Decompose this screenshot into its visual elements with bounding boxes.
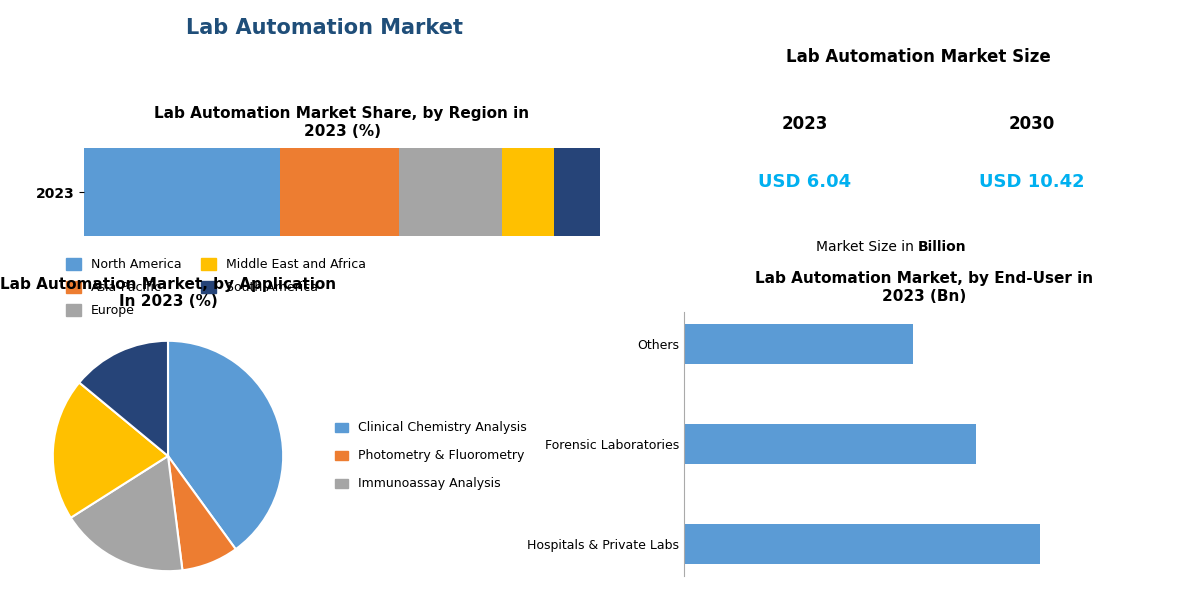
Wedge shape [168, 341, 283, 549]
Bar [502, 148, 553, 236]
Bar [280, 148, 398, 236]
Bar [684, 424, 976, 464]
Legend: Clinical Chemistry Analysis, Photometry & Fluorometry, Immunoassay Analysis: Clinical Chemistry Analysis, Photometry … [330, 416, 532, 496]
Wedge shape [53, 383, 168, 518]
Text: Lab Automation Market Size: Lab Automation Market Size [786, 48, 1050, 66]
Title: Lab Automation Market Share, by Region in
2023 (%): Lab Automation Market Share, by Region i… [155, 106, 529, 139]
Bar [684, 324, 912, 364]
Title: Lab Automation Market, by End-User in
2023 (Bn): Lab Automation Market, by End-User in 20… [755, 271, 1093, 304]
Text: USD 6.04: USD 6.04 [758, 173, 851, 191]
Text: Billion: Billion [918, 240, 967, 254]
Legend: North America, Asia-Pacific, Europe, Middle East and Africa, South America: North America, Asia-Pacific, Europe, Mid… [66, 258, 366, 317]
Wedge shape [79, 341, 168, 456]
Text: 2023: 2023 [781, 115, 828, 133]
Bar [84, 148, 280, 236]
Text: Lab Automation Market: Lab Automation Market [186, 18, 462, 38]
Bar [398, 148, 502, 236]
Text: 2030: 2030 [1008, 115, 1055, 133]
Wedge shape [168, 456, 235, 570]
Bar [553, 148, 600, 236]
Bar [684, 524, 1039, 564]
Wedge shape [71, 456, 182, 571]
Text: USD 10.42: USD 10.42 [979, 173, 1085, 191]
Title: Lab Automation Market, by Application
In 2023 (%): Lab Automation Market, by Application In… [0, 277, 336, 310]
Text: Market Size in: Market Size in [816, 240, 918, 254]
